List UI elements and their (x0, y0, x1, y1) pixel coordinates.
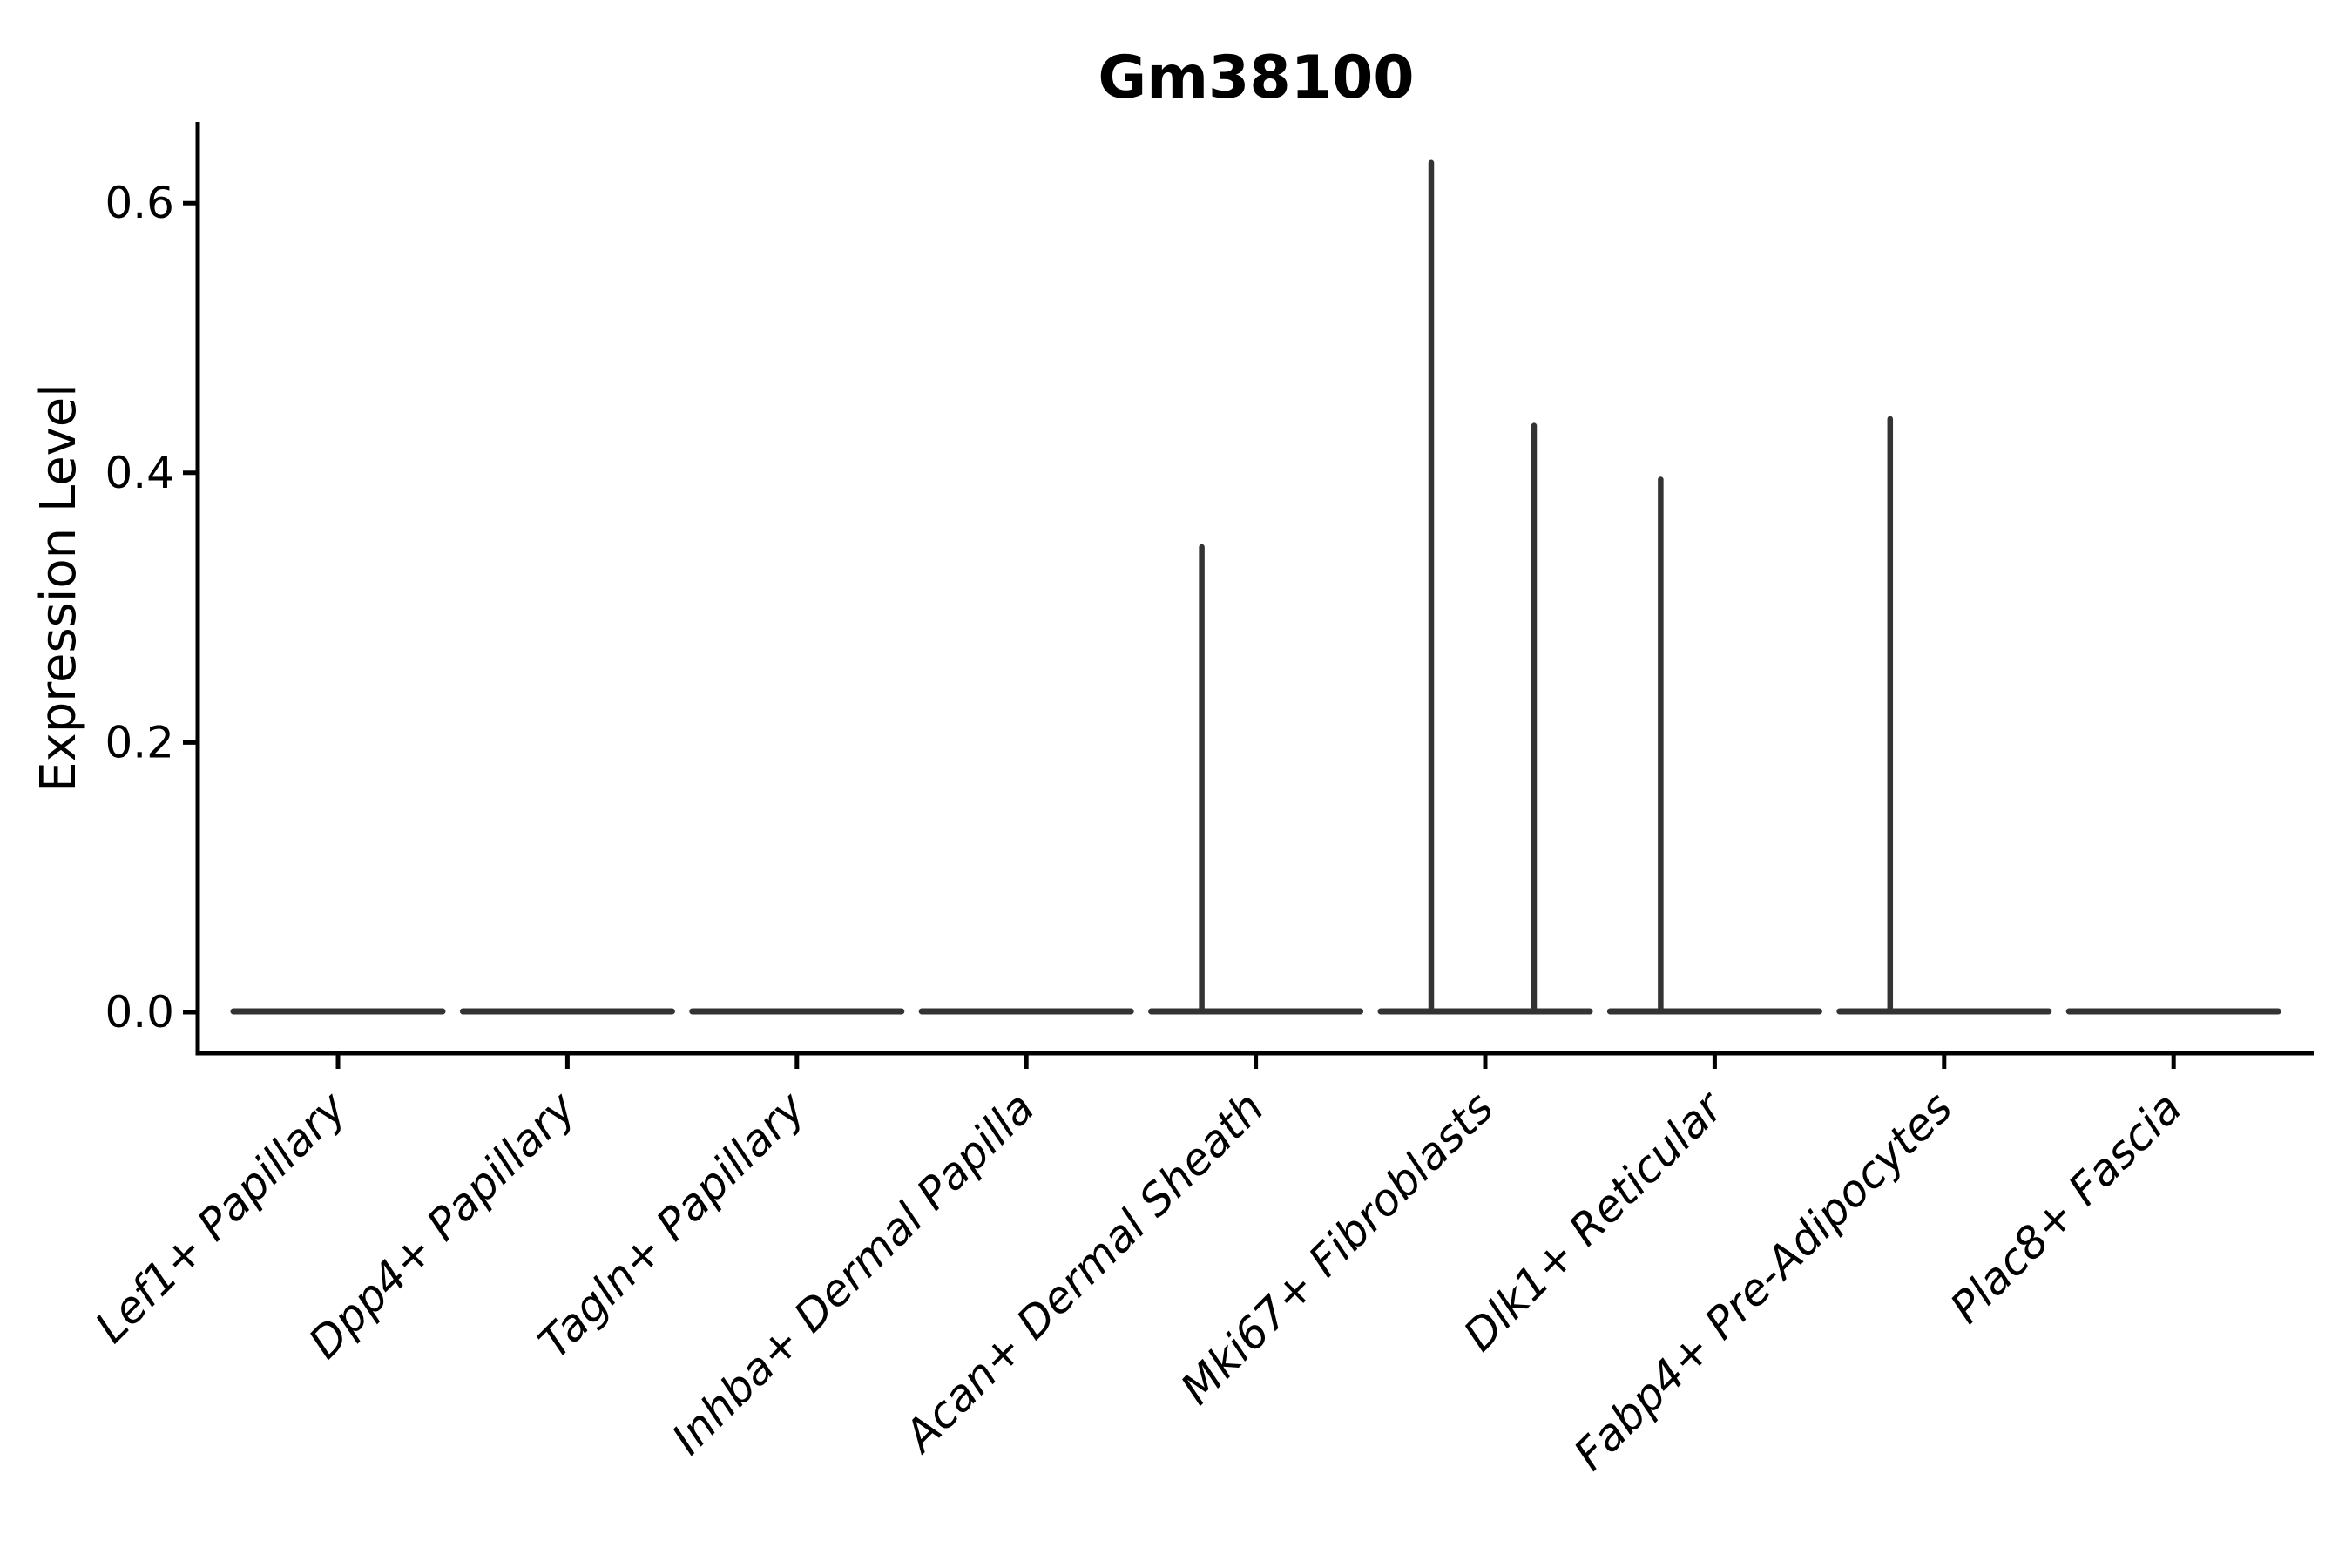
x-tick-label: Acan+ Dermal Sheath (893, 1082, 1274, 1463)
axes (195, 122, 2314, 1056)
chart-title: Gm38100 (1098, 44, 1415, 112)
x-tick-label: Lef1+ Papillary (85, 1081, 356, 1352)
y-tick-label: 0.6 (105, 178, 174, 228)
y-axis-label: Expression Level (30, 383, 87, 793)
x-tick-label: Plac8+ Fascia (1941, 1082, 2192, 1333)
y-tick-label: 0.2 (105, 717, 174, 767)
x-tick-label: Fabp4+ Pre-Adipocytes (1565, 1082, 1963, 1480)
violin (1606, 476, 1822, 1015)
violin (1377, 159, 1593, 1015)
violin (1836, 416, 2052, 1015)
y-axis-ticks: 0.0 0.2 0.4 0.6 (105, 178, 198, 1037)
violins (230, 159, 2281, 1015)
y-tick-label: 0.0 (105, 987, 174, 1037)
x-tick-label: Inhba+ Dermal Papilla (662, 1082, 1044, 1463)
violin (1148, 544, 1364, 1015)
y-tick-label: 0.4 (105, 448, 174, 498)
